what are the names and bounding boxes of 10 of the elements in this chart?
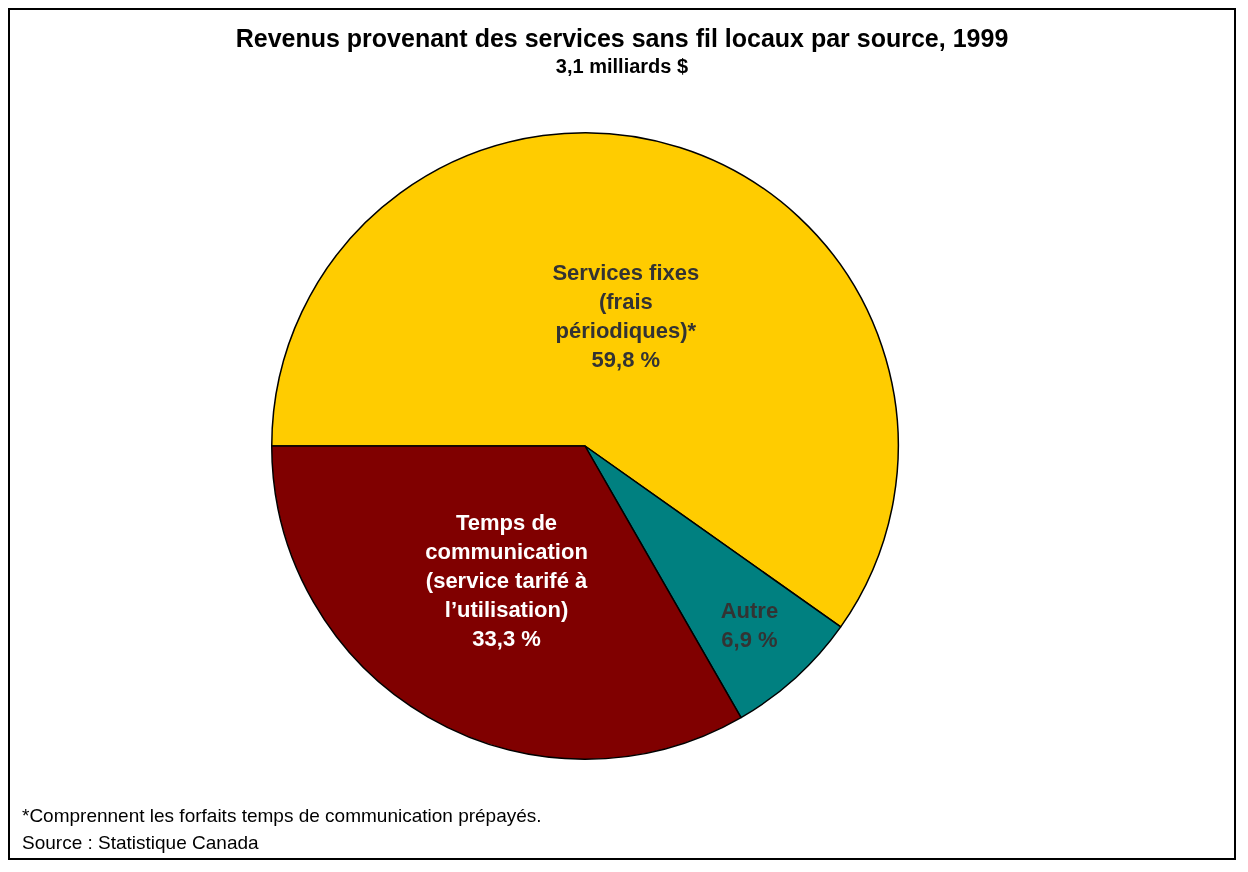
slice-label: Services fixes (frais périodiques)* — [552, 260, 700, 344]
slice-label: Temps de communication (service tarifé à l’utilisation) — [425, 509, 589, 622]
text: *Comprennent les forfaits temps de communication prépayés. — [22, 804, 542, 828]
data-label: 33,3 % — [472, 625, 541, 651]
data-label: 6,9 % — [721, 627, 778, 653]
data-label: 59,8 % — [591, 347, 661, 373]
chart-subtitle: 3,1 milliards $ — [554, 55, 690, 78]
slice-label: Autre — [720, 598, 779, 624]
source-note: Source : Statistique Canada — [22, 831, 260, 855]
chart-title: Revenus provenant des services sans fil locaux par source, 1999 — [234, 24, 1010, 53]
